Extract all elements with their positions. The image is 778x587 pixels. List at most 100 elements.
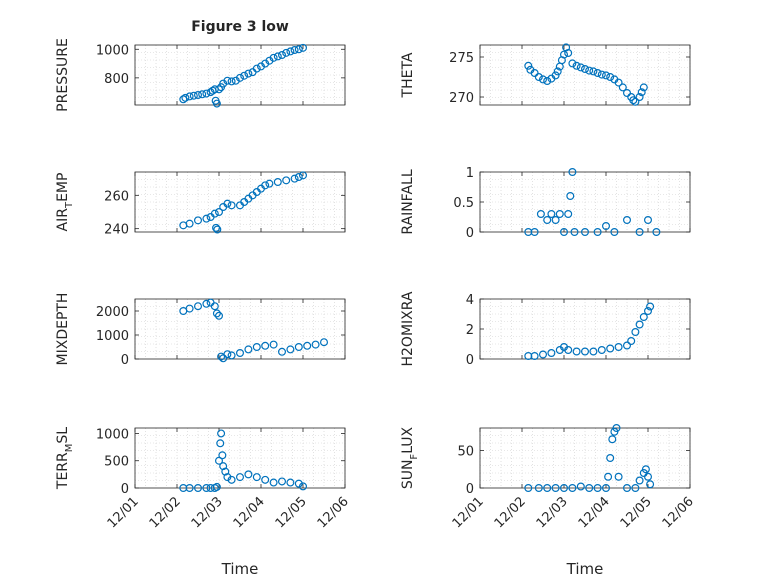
y-axis-label-main: MIXDEPTH [55, 293, 71, 366]
data-point [223, 199, 232, 208]
x-tick-label: 12/02 [147, 494, 184, 531]
data-point [576, 482, 585, 491]
data-point [236, 73, 245, 82]
data-point [236, 473, 245, 482]
y-tick-label: 800 [104, 72, 129, 87]
data-point [244, 69, 253, 78]
data-point [217, 429, 226, 438]
y-axis-label: AIRTEMP [55, 173, 75, 232]
axes-box [479, 427, 691, 489]
data-point [618, 83, 627, 92]
y-tick-label: 1000 [96, 43, 129, 58]
panel-5: 0 1000 2000 MIXDEPTH [55, 293, 346, 368]
x-tick-label: 12/04 [576, 494, 613, 531]
data-point [194, 484, 203, 493]
y-axis-label-main: TERR [55, 452, 71, 490]
data-point [643, 216, 652, 225]
data-point [593, 484, 602, 493]
data-point [311, 340, 320, 349]
data-point [244, 345, 253, 354]
data-point [635, 476, 644, 485]
data-point [286, 478, 295, 487]
data-point [252, 343, 261, 352]
y-tick-label: 0 [466, 482, 474, 497]
data-point [286, 345, 295, 354]
x-tick-label: 12/06 [660, 494, 697, 531]
data-point [236, 349, 245, 358]
data-point [639, 83, 648, 92]
y-tick-label: 240 [104, 223, 129, 238]
y-tick-label: 500 [104, 455, 129, 470]
y-axis-label: THETA [400, 52, 416, 98]
y-axis-label-main: THETA [400, 52, 416, 98]
data-point [601, 222, 610, 231]
data-point [294, 343, 303, 352]
data-point [555, 210, 564, 219]
data-point [524, 61, 533, 70]
y-axis-label-subscript: T [64, 201, 75, 209]
data-point [614, 472, 623, 481]
panel-3: 240 260 AIRTEMP [55, 171, 346, 238]
data-point [294, 173, 303, 182]
x-tick-label: 12/03 [189, 494, 226, 531]
data-point [580, 228, 589, 237]
x-axis-label: Time [221, 560, 259, 578]
data-point [629, 96, 638, 105]
x-tick-label: 12/05 [273, 494, 310, 531]
data-point [252, 473, 261, 482]
axes-box [134, 44, 346, 106]
data-point [219, 462, 228, 471]
data-point [212, 482, 221, 491]
y-tick-label: 275 [449, 51, 474, 66]
data-point [299, 482, 308, 491]
data-point [294, 45, 303, 54]
data-point [538, 350, 547, 359]
y-axis-label-subscript: M [64, 444, 75, 453]
data-point [227, 77, 236, 86]
data-point [627, 337, 636, 346]
data-point [185, 304, 194, 313]
x-tick-label: 12/01 [450, 494, 487, 531]
data-point [181, 93, 190, 102]
data-point [589, 67, 598, 76]
data-point [534, 484, 543, 493]
data-point [597, 346, 606, 355]
data-point [299, 171, 308, 180]
data-point [543, 216, 552, 225]
panel-8: 12/01 12/02 12/03 12/04 12/05 12/06 0 50 SUNFLUX… [400, 424, 697, 578]
data-point [240, 71, 249, 80]
y-axis-label-main: PRESSURE [55, 38, 71, 112]
x-tick-label: 12/03 [534, 494, 571, 531]
data-point [580, 347, 589, 356]
data-point [593, 228, 602, 237]
data-point [273, 178, 282, 187]
data-point [564, 48, 573, 57]
data-point [252, 64, 261, 73]
panel-7: 12/01 12/02 12/03 12/04 12/05 12/06 0 500 1000 TE… [55, 427, 352, 578]
y-tick-label: 1 [466, 166, 474, 181]
axes-box [134, 171, 346, 233]
panel-1: 800 1000 PRESSURE Figure 3 low [55, 19, 346, 112]
data-point [303, 341, 312, 350]
data-point [631, 97, 640, 106]
data-point [530, 68, 539, 77]
y-axis-label: RAINFALL [400, 169, 416, 234]
y-axis-label: TERRMSL [55, 427, 75, 490]
x-axis-label: Time [566, 560, 604, 578]
data-point [646, 302, 655, 311]
x-tick-label: 12/05 [618, 494, 655, 531]
data-point [646, 480, 655, 489]
data-point [559, 484, 568, 493]
data-point [185, 92, 194, 101]
data-point [576, 63, 585, 72]
data-point [585, 66, 594, 75]
data-point [622, 341, 631, 350]
y-tick-label: 260 [104, 189, 129, 204]
data-point [606, 72, 615, 81]
data-point [210, 209, 219, 218]
data-point [223, 473, 232, 482]
data-point [538, 75, 547, 84]
panel-2: 270 275 THETA [400, 43, 691, 106]
y-axis-label: H2OMIXRA [400, 291, 416, 366]
y-tick-label: 0 [466, 226, 474, 241]
